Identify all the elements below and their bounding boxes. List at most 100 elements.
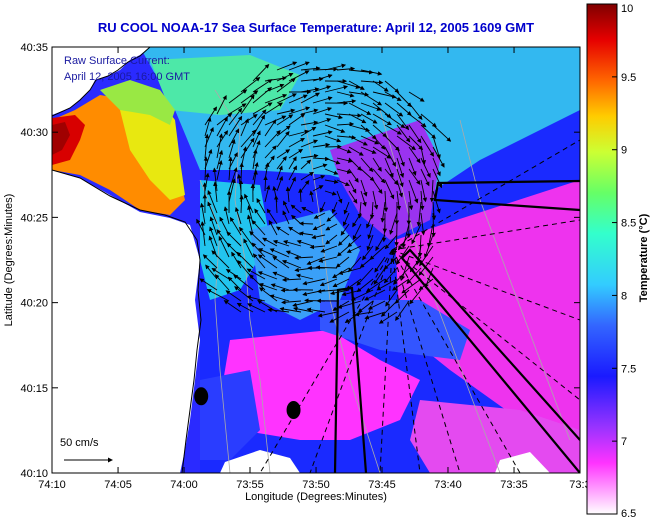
current-vector [325, 223, 338, 231]
survey-line-south [333, 286, 368, 473]
current-vector [288, 61, 310, 71]
current-vector [240, 137, 255, 159]
current-vector [243, 238, 254, 258]
current-vector [204, 116, 212, 137]
colorbar-label: Temperature (°C) [638, 213, 650, 302]
current-vector [320, 201, 326, 213]
y-tick-label: 40:10 [20, 468, 48, 480]
bathymetry-contour-4 [459, 119, 571, 441]
current-vector [340, 223, 350, 236]
current-vector [343, 201, 350, 215]
current-vector [240, 94, 255, 115]
current-vector [257, 254, 278, 269]
current-vector [288, 106, 311, 115]
current-vector [331, 201, 338, 214]
current-vector [268, 219, 278, 236]
current-vector [373, 267, 386, 285]
current-vector [312, 163, 328, 170]
current-vector [276, 149, 291, 159]
current-vector [367, 300, 386, 310]
current-vector [216, 160, 223, 181]
current-vector [384, 80, 400, 93]
current-vector [290, 204, 302, 214]
current-vector [396, 190, 402, 211]
current-vector [276, 73, 294, 82]
current-vector [396, 157, 405, 178]
current-vector [236, 251, 254, 269]
current-vector [258, 248, 278, 258]
current-vector [315, 265, 338, 270]
current-vector [239, 226, 254, 247]
current-vector [400, 256, 410, 281]
current-vector [300, 66, 321, 71]
current-vector [324, 85, 349, 93]
current-vector [325, 234, 338, 245]
current-vector [228, 139, 236, 159]
current-vector [429, 179, 435, 203]
current-vector [348, 190, 358, 204]
current-vector [204, 106, 217, 126]
current-vector [356, 278, 374, 293]
current-vector [216, 116, 228, 137]
current-vector [384, 179, 395, 200]
current-vector [276, 114, 294, 126]
current-vector [384, 135, 400, 152]
colorbar-ticks: 10 9.5 9 8.5 8 7.5 7 6.5 [612, 3, 636, 519]
current-vector [348, 102, 372, 115]
current-vector [420, 179, 428, 203]
current-vector [416, 201, 422, 227]
current-vector [283, 240, 302, 247]
current-vector [380, 201, 386, 223]
x-tick-label: 73:3 [569, 479, 590, 491]
sst-region-green-north [150, 55, 300, 115]
current-vector [408, 146, 421, 164]
current-vector [418, 278, 434, 291]
current-vector [288, 113, 306, 126]
current-vector [360, 102, 382, 111]
current-vector [309, 244, 326, 250]
current-vector [336, 113, 362, 118]
coastline [52, 47, 151, 117]
current-vector [259, 287, 278, 302]
current-vector [326, 212, 338, 222]
current-vector [375, 234, 386, 252]
current-vector [336, 146, 352, 154]
current-vector [324, 124, 346, 133]
current-vector [228, 89, 248, 104]
current-vector [396, 102, 412, 116]
current-vector [288, 70, 310, 82]
sst-region-magenta-southeast [410, 400, 580, 473]
current-vector [332, 278, 350, 288]
current-vector [384, 124, 402, 135]
current-vector [408, 113, 427, 128]
current-vector [288, 149, 304, 159]
colorbar-tick-label: 7 [621, 436, 627, 448]
current-vector [408, 135, 424, 151]
current-vector [396, 179, 404, 198]
current-vector [229, 216, 242, 236]
current-vector [264, 102, 283, 115]
current-vector [396, 135, 417, 151]
current-vector [213, 181, 218, 203]
current-vector [384, 146, 396, 167]
current-vector [252, 148, 258, 170]
current-vector [360, 113, 378, 124]
y-axis-label: Latitude (Degrees:Minutes) [3, 194, 15, 327]
current-vector [360, 157, 374, 173]
current-vector [288, 94, 308, 104]
current-vector [252, 102, 273, 115]
current-vector [252, 63, 270, 82]
current-vector [316, 289, 338, 294]
y-tick-label: 40:20 [20, 298, 48, 310]
current-vector [285, 186, 291, 203]
current-vector [348, 256, 362, 273]
current-vector [372, 91, 397, 99]
current-vector [348, 80, 365, 90]
colorbar-tick-label: 6.5 [621, 508, 636, 519]
current-vector [211, 250, 230, 269]
bathymetry-contour-5 [199, 179, 231, 473]
current-vector [365, 278, 386, 293]
current-vector [372, 190, 379, 210]
current-vector [252, 109, 267, 126]
current-vector [348, 135, 368, 146]
